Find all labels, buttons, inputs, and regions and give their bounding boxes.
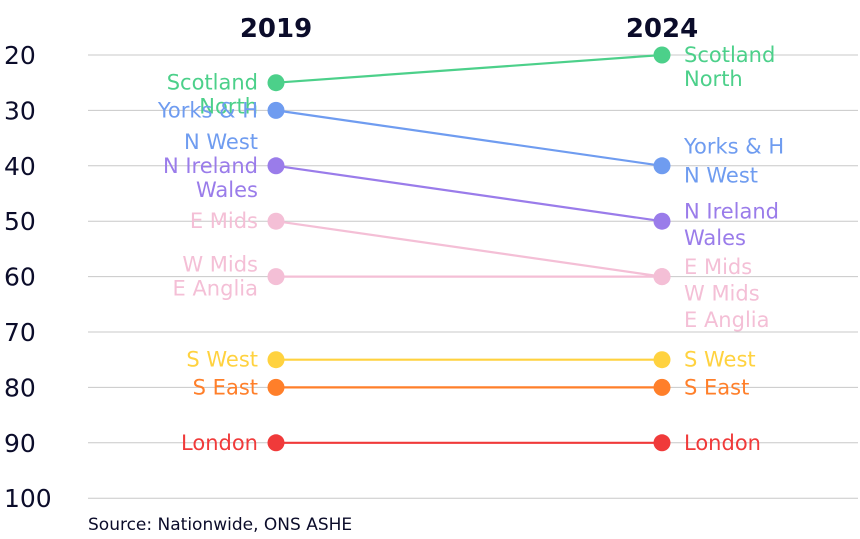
label-2019: S East xyxy=(193,375,258,399)
series-lines xyxy=(275,53,663,444)
label-2024: E Anglia xyxy=(684,308,770,332)
label-2024: S East xyxy=(684,375,749,399)
source-note: Source: Nationwide, ONS ASHE xyxy=(88,515,352,535)
y-tick-label: 20 xyxy=(4,41,36,70)
label-2019: N West xyxy=(184,130,258,154)
data-point-2019 xyxy=(267,157,285,175)
data-point-2019 xyxy=(267,434,285,452)
y-tick-label: 100 xyxy=(4,484,52,513)
series-line xyxy=(275,53,663,84)
y-tick-label: 50 xyxy=(4,207,36,236)
data-point-2019 xyxy=(267,74,285,92)
label-2019: Yorks & H xyxy=(157,98,258,122)
data-point-2019 xyxy=(267,351,285,369)
data-point-2019 xyxy=(267,268,285,286)
y-tick-label: 40 xyxy=(4,152,36,181)
data-point-2024 xyxy=(653,434,671,452)
label-2024: North xyxy=(684,67,743,91)
series-line xyxy=(275,220,663,278)
data-point-2019 xyxy=(267,212,285,230)
data-point-2019 xyxy=(267,378,285,396)
label-2024: Scotland xyxy=(684,43,775,67)
y-tick-label: 90 xyxy=(4,429,36,458)
data-point-2024 xyxy=(653,212,671,230)
label-2024: N West xyxy=(684,163,758,187)
label-2024: E Mids xyxy=(684,255,752,279)
y-tick-label: 80 xyxy=(4,373,36,402)
data-point-2024 xyxy=(653,268,671,286)
label-2019: E Mids xyxy=(190,209,258,233)
label-2019: E Anglia xyxy=(173,277,259,301)
label-2019: Scotland xyxy=(167,71,258,95)
label-2019: Wales xyxy=(196,178,258,202)
label-2019: W Mids xyxy=(182,253,258,277)
label-2019: N Ireland xyxy=(163,154,258,178)
y-axis-ticks: 20 30 40 50 60 70 80 90 100 xyxy=(4,41,52,513)
label-2024: Wales xyxy=(684,226,746,250)
y-tick-label: 60 xyxy=(4,263,36,292)
y-tick-label: 30 xyxy=(4,96,36,125)
label-2024: S West xyxy=(684,348,756,372)
column-title-2024: 2024 xyxy=(626,14,698,44)
data-point-2024 xyxy=(653,157,671,175)
label-2019: S West xyxy=(186,348,258,372)
series-line xyxy=(275,164,663,223)
label-2024: London xyxy=(684,431,761,455)
label-2019: North xyxy=(199,95,258,119)
column-title-2019: 2019 xyxy=(240,14,312,44)
data-point-2024 xyxy=(653,46,671,64)
data-point-2024 xyxy=(653,378,671,396)
label-2024: Yorks & H xyxy=(683,135,784,159)
data-point-2024 xyxy=(653,351,671,369)
label-2024: W Mids xyxy=(684,281,760,305)
series-line xyxy=(275,109,663,167)
y-tick-label: 70 xyxy=(4,318,36,347)
series-points xyxy=(267,46,671,452)
label-2024: N Ireland xyxy=(684,200,779,224)
data-point-2019 xyxy=(267,101,285,119)
label-2019: London xyxy=(181,431,258,455)
